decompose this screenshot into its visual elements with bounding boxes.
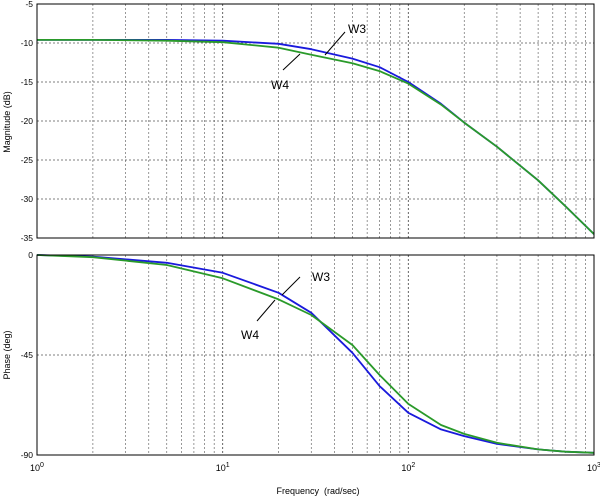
phase-annotation-w3: W3 <box>312 270 330 284</box>
phase-ytick-label: -45 <box>21 350 34 360</box>
phase-leader-w3 <box>281 276 301 296</box>
magnitude-leader-w3 <box>324 31 346 56</box>
phase-ylabel: Phase (deg) <box>2 330 12 379</box>
magnitude-ytick-label: -15 <box>21 77 34 87</box>
phase-series-w4 <box>36 254 595 454</box>
frame-layer <box>36 3 595 456</box>
magnitude-series-w3 <box>37 39 595 235</box>
phase-annotation-w4: W4 <box>241 328 259 342</box>
phase-leader-w4 <box>256 299 276 322</box>
grid-layer <box>37 4 594 455</box>
magnitude-ytick-label: -5 <box>25 0 33 9</box>
phase-ytick-label: -90 <box>21 450 34 460</box>
magnitude-ytick-label: -20 <box>21 116 34 126</box>
phase-ytick-label: 0 <box>28 250 33 260</box>
phase-axes-frame <box>36 254 595 456</box>
magnitude-ytick-label: -10 <box>21 38 34 48</box>
magnitude-annotation-w4: W4 <box>271 78 289 92</box>
frequency-xtick-label: 100 <box>30 462 44 473</box>
frequency-xtick-label: 102 <box>401 462 415 473</box>
magnitude-ytick-label: -30 <box>21 194 34 204</box>
frequency-xlabel: Frequency (rad/sec) <box>276 486 359 496</box>
magnitude-leader-w4 <box>282 53 301 71</box>
magnitude-ytick-label: -35 <box>21 233 34 243</box>
magnitude-series-w4 <box>37 39 595 235</box>
series-layer <box>36 39 595 454</box>
magnitude-annotation-w3: W3 <box>348 22 366 36</box>
frequency-xtick-label: 101 <box>216 462 230 473</box>
magnitude-ytick-label: -25 <box>21 155 34 165</box>
magnitude-axes-frame <box>36 3 595 239</box>
frequency-xtick-label: 103 <box>587 462 600 473</box>
phase-series-w3 <box>36 254 595 454</box>
magnitude-ylabel: Magnitude (dB) <box>2 91 12 153</box>
